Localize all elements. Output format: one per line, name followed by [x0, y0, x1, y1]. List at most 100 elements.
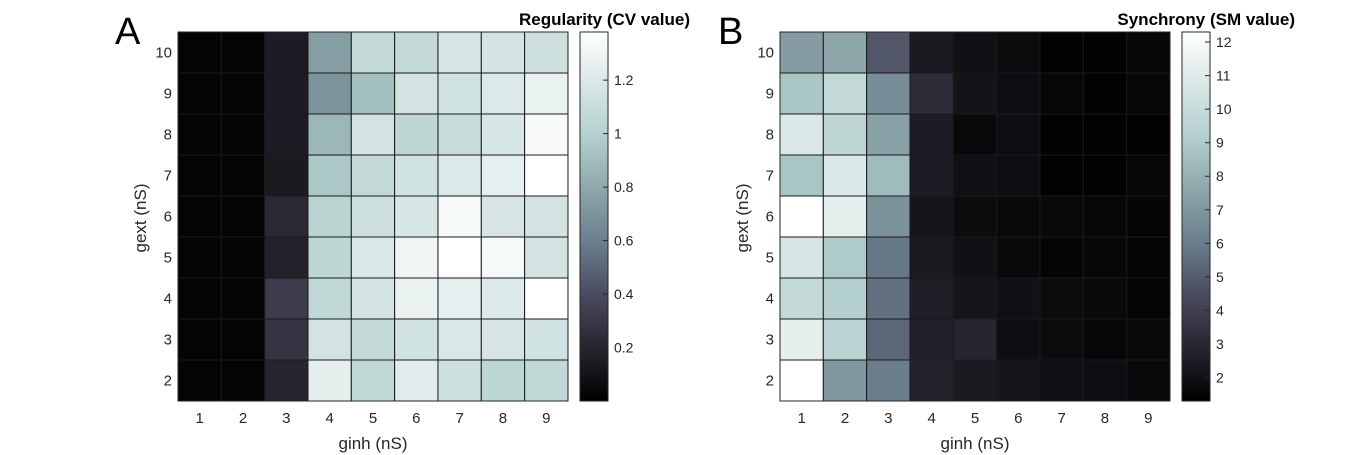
colorbar-a-tick-label: 0.6: [614, 233, 634, 249]
heatmap-b-cell: [1082, 195, 1128, 238]
heatmap-b-cell: [1126, 277, 1171, 320]
heatmap-a-cell: [307, 318, 352, 361]
heatmap-b-cell: [866, 277, 911, 320]
colorbar-b-tick-label: 2: [1216, 370, 1224, 386]
heatmap-a-x-tick-label: 2: [239, 410, 247, 427]
colorbar-a-gradient: [579, 31, 609, 402]
heatmap-b-cell: [996, 277, 1041, 320]
heatmap-b-cell: [1126, 72, 1171, 115]
heatmap-a-y-tick-label: 9: [164, 86, 172, 103]
heatmap-a-cell: [394, 154, 439, 197]
heatmap-b-cell: [996, 31, 1041, 74]
heatmap-a-y-ticks: 10 9 8 7 6 5 4 3 2: [155, 45, 172, 390]
heatmap-b-cell: [822, 31, 868, 74]
heatmap-b-y-tick-label: 8: [766, 127, 774, 144]
heatmap-b-x-tick-label: 7: [1057, 410, 1065, 427]
colorbar-b-tick-label: 3: [1216, 336, 1224, 352]
colorbar-a-tick-label: 0.8: [614, 179, 634, 195]
heatmap-a-x-axis-label: ginh (nS): [339, 434, 408, 453]
heatmap-b-cell: [996, 195, 1041, 238]
colorbar-b-tick-label: 9: [1216, 135, 1224, 151]
heatmap-a-cell: [264, 195, 309, 238]
heatmap-b-cell: [822, 236, 868, 279]
heatmap-a-cell: [307, 72, 352, 115]
colorbar-a-title: Regularity (CV value): [519, 10, 690, 29]
heatmap-b-cell: [866, 72, 911, 115]
heatmap-a-y-tick-label: 6: [164, 209, 172, 226]
heatmap-b-cell: [996, 359, 1041, 402]
heatmap-b-cell: [996, 113, 1041, 156]
heatmap-a-cell: [220, 318, 266, 361]
heatmap-a-cell: [264, 318, 309, 361]
heatmap-b-cell: [779, 277, 824, 320]
heatmap-b-x-tick-label: 3: [884, 410, 892, 427]
heatmap-a-cell: [480, 359, 526, 402]
heatmap-a-y-tick-label: 8: [164, 127, 172, 144]
colorbar-b-tick-label: 11: [1216, 68, 1231, 84]
heatmap-a-cells: [177, 31, 569, 402]
heatmap-a-cell: [480, 154, 526, 197]
heatmap-a-cell: [437, 154, 482, 197]
heatmap-a-cell: [437, 72, 482, 115]
heatmap-a-cell: [220, 277, 266, 320]
heatmap-b-x-tick-label: 5: [971, 410, 979, 427]
heatmap-a-cell: [350, 31, 396, 74]
heatmap-b-x-axis-label: ginh (nS): [941, 434, 1010, 453]
heatmap-a-cell: [177, 277, 222, 320]
heatmap-b-cell: [996, 72, 1041, 115]
heatmap-a-cell: [220, 359, 266, 402]
heatmap-a-y-axis-label: gext (nS): [131, 184, 150, 253]
heatmap-a-cell: [524, 277, 569, 320]
heatmap-a-cell: [480, 195, 526, 238]
heatmap-b-cell: [909, 236, 954, 279]
heatmap-b-cell: [822, 277, 868, 320]
heatmap-a-cell: [177, 318, 222, 361]
heatmap-b-cell: [1082, 113, 1128, 156]
heatmap-b-cell: [866, 359, 911, 402]
colorbar-b: 2 3 4 5 6 7 8 9 10 11 12: [1181, 31, 1232, 402]
heatmap-a-y-tick-label: 5: [164, 250, 172, 267]
heatmap-a-cell: [524, 318, 569, 361]
heatmap-b-cell: [909, 359, 954, 402]
heatmap-b-cell: [1082, 154, 1128, 197]
heatmap-b-cell: [909, 195, 954, 238]
heatmap-b-cell: [952, 31, 998, 74]
heatmap-b-cell: [909, 72, 954, 115]
heatmap-b-cell: [779, 318, 824, 361]
heatmap-b-y-tick-label: 3: [766, 332, 774, 349]
heatmap-a-cell: [350, 72, 396, 115]
heatmap-a-cell: [350, 195, 396, 238]
heatmap-b-cell: [1126, 113, 1171, 156]
heatmap-a-cell: [480, 277, 526, 320]
heatmap-a-cell: [177, 236, 222, 279]
heatmap-b-cells: [779, 31, 1171, 402]
heatmap-a-y-tick-label: 4: [164, 291, 172, 308]
heatmap-b-cell: [779, 154, 824, 197]
heatmap-a-cell: [307, 31, 352, 74]
heatmap-b-cell: [952, 318, 998, 361]
heatmap-a-cell: [307, 113, 352, 156]
heatmap-b-y-tick-label: 4: [766, 291, 774, 308]
heatmap-a-x-tick-label: 3: [282, 410, 290, 427]
heatmap-a-cell: [480, 72, 526, 115]
heatmap-b-cell: [1039, 277, 1084, 320]
heatmap-a-x-tick-label: 8: [499, 410, 507, 427]
heatmap-a-cell: [264, 31, 309, 74]
heatmap-b-cell: [822, 113, 868, 156]
heatmap-a-x-tick-label: 9: [542, 410, 550, 427]
heatmap-a-cell: [480, 318, 526, 361]
panel-a: A 1 2 3 4 5 6 7 8 9 10 9 8 7 6 5 4 3 2 ginh (nS) gext (n…: [115, 10, 690, 453]
heatmap-b-y-axis-label: gext (nS): [733, 184, 752, 253]
heatmap-a-cell: [437, 318, 482, 361]
colorbar-b-tick-label: 6: [1216, 235, 1224, 251]
heatmap-a-cell: [264, 359, 309, 402]
colorbar-b-gradient: [1181, 31, 1211, 402]
heatmap-a-cell: [394, 195, 439, 238]
heatmap-a-x-ticks: 1 2 3 4 5 6 7 8 9: [195, 410, 550, 427]
heatmap-a-cell: [480, 236, 526, 279]
heatmap-b-y-tick-label: 2: [766, 373, 774, 390]
heatmap-b-cell: [1039, 195, 1084, 238]
heatmap-b-cell: [1082, 236, 1128, 279]
heatmap-a-y-tick-label: 2: [164, 373, 172, 390]
